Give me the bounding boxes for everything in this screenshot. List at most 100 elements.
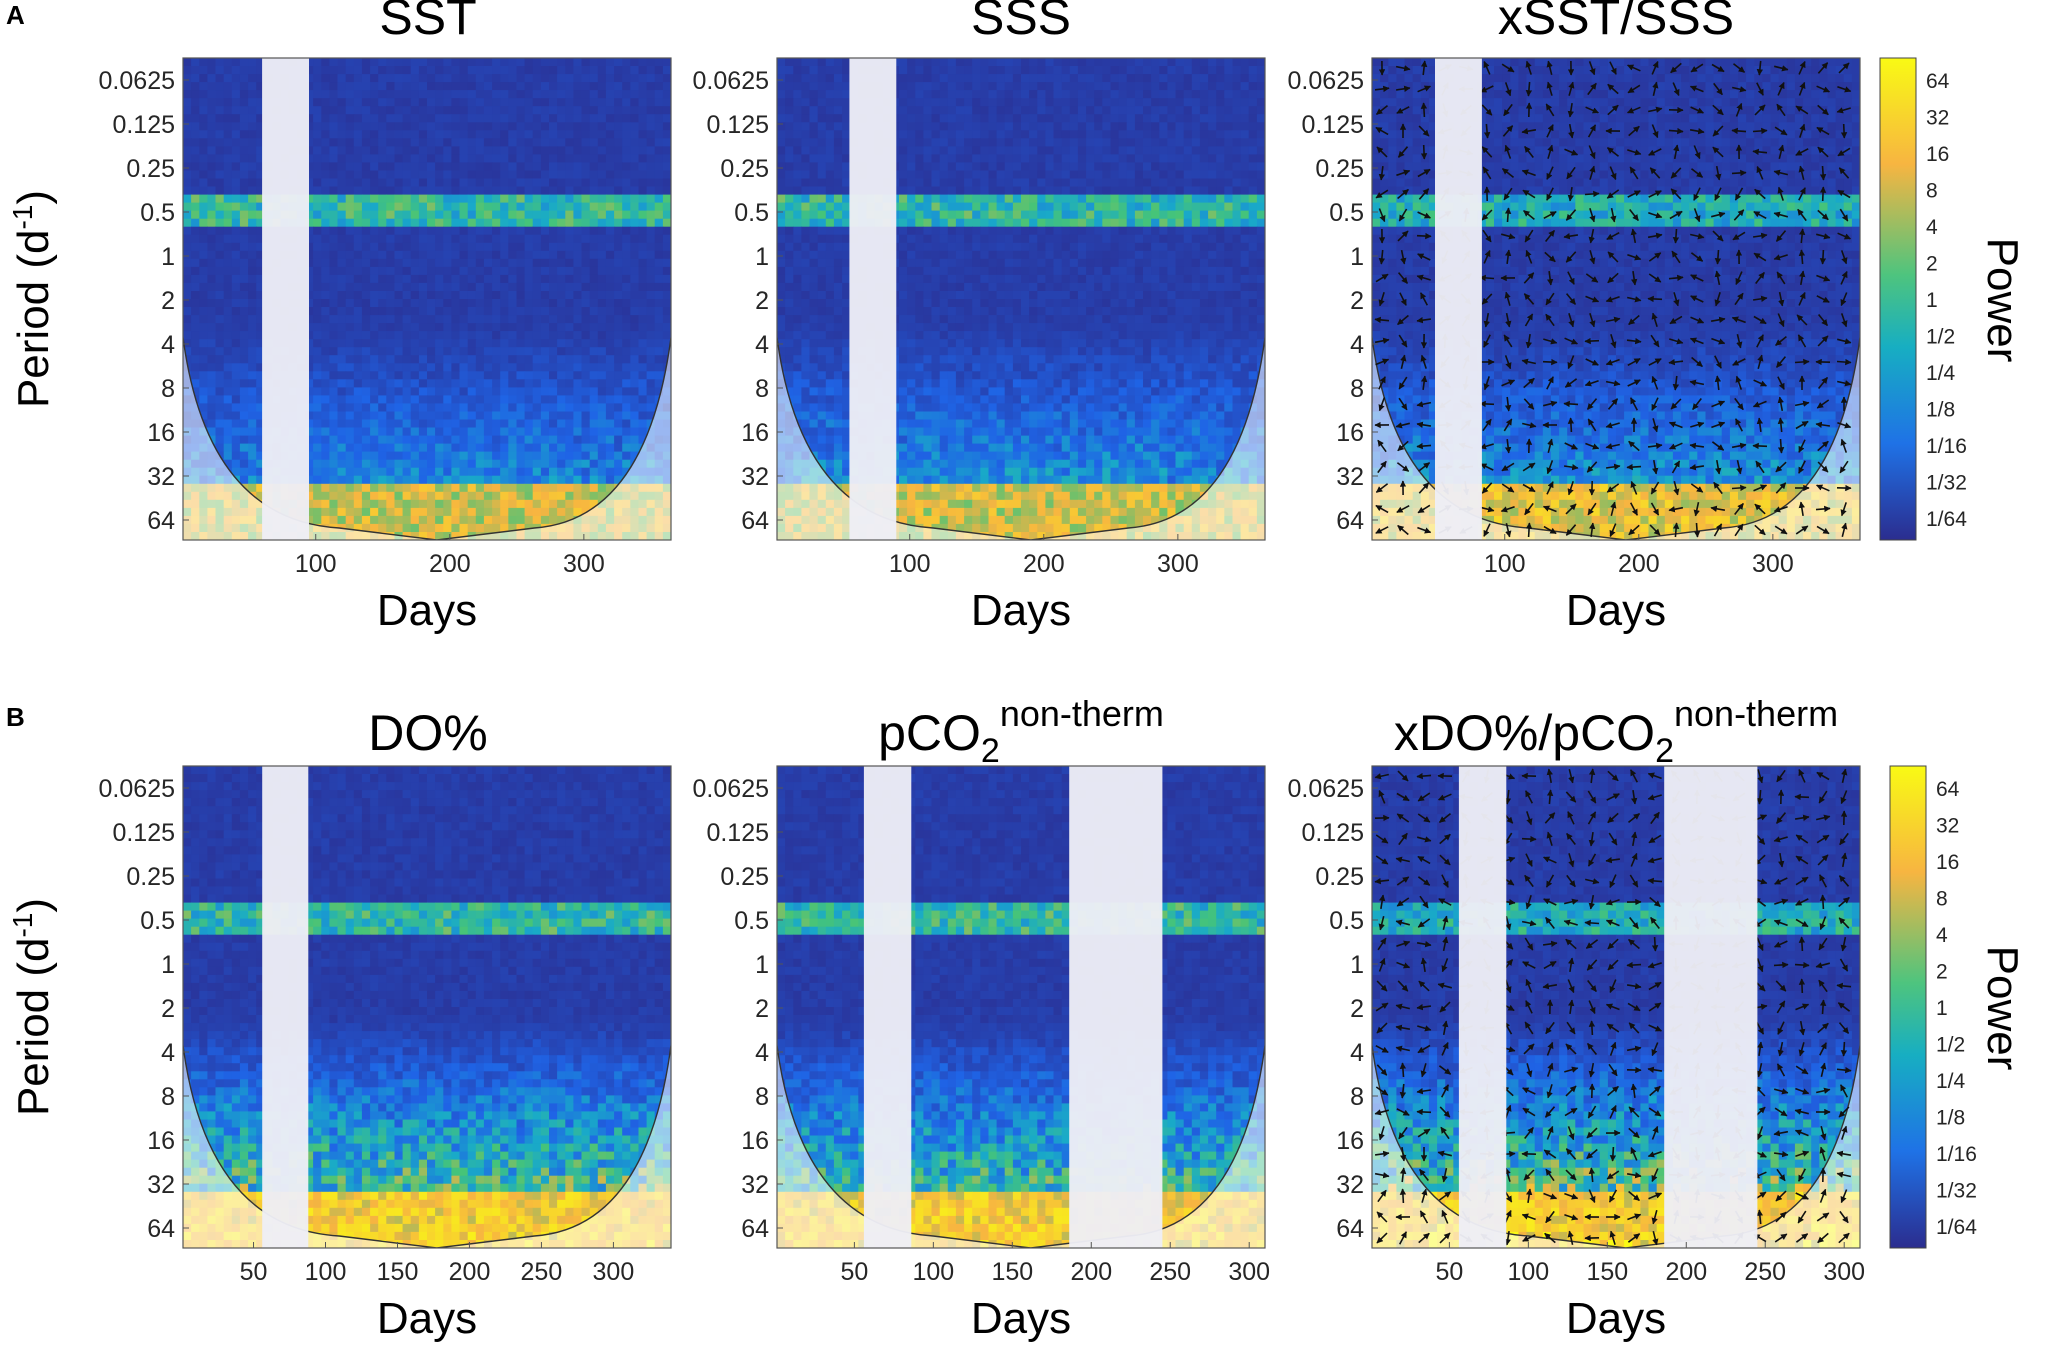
heatmap-cell [475, 218, 485, 228]
heatmap-cell [947, 90, 957, 99]
heatmap-cell [1143, 210, 1152, 220]
heatmap-cell [467, 138, 477, 147]
heatmap-cell [329, 339, 339, 348]
heatmap-cell [1216, 194, 1225, 204]
heatmap-cell [1053, 186, 1063, 196]
heatmap-cell [443, 58, 452, 67]
heatmap-cell [394, 403, 404, 412]
heatmap-cell [459, 66, 469, 75]
plot-frame [182, 57, 672, 541]
heatmap-cell [353, 226, 363, 236]
heatmap-cell [597, 122, 607, 131]
heatmap-cell [386, 194, 395, 204]
heatmap-cell [483, 162, 493, 171]
heatmap-cell [1094, 162, 1103, 171]
heatmap-cell [597, 379, 607, 388]
heatmap-cell [923, 170, 933, 180]
heatmap-cell [1004, 98, 1014, 107]
heatmap-cell [573, 106, 583, 115]
heatmap-cell [1224, 170, 1233, 180]
heatmap-cell [321, 58, 330, 67]
heatmap-cell [1191, 82, 1201, 91]
heatmap-cell [256, 387, 265, 396]
heatmap-cell [565, 347, 574, 356]
heatmap-cell [500, 82, 509, 91]
heatmap-cell [353, 122, 363, 131]
heatmap-cell [549, 130, 558, 139]
heatmap-cell [996, 82, 1006, 91]
heatmap-cell [475, 106, 485, 115]
heatmap-cell [459, 162, 469, 171]
heatmap-cell [207, 66, 217, 75]
heatmap-cell [305, 355, 314, 364]
heatmap-cell [573, 194, 583, 204]
heatmap-cell [1029, 178, 1038, 188]
heatmap-cell [410, 435, 420, 445]
heatmap-cell [516, 323, 526, 332]
heatmap-cell [532, 299, 542, 308]
heatmap-cell [483, 90, 493, 99]
heatmap-cell [191, 130, 200, 139]
heatmap-cell [654, 74, 664, 83]
heatmap-cell [605, 467, 615, 477]
heatmap-cell [630, 379, 639, 388]
heatmap-cell [1037, 146, 1046, 155]
heatmap-cell [540, 403, 550, 412]
heatmap-cell [622, 66, 631, 75]
heatmap-cell [410, 114, 420, 123]
heatmap-cell [492, 387, 501, 396]
heatmap-cell [378, 291, 387, 300]
heatmap-cell [1232, 58, 1242, 67]
heatmap-cell [500, 315, 509, 324]
heatmap-cell [459, 202, 469, 212]
heatmap-cell [1199, 74, 1209, 83]
heatmap-cell [402, 419, 412, 429]
heatmap-cell [1216, 186, 1225, 196]
heatmap-cell [630, 58, 639, 67]
heatmap-cell [622, 363, 631, 372]
heatmap-cell [964, 146, 973, 155]
heatmap-cell [1094, 194, 1103, 204]
heatmap-cell [524, 226, 534, 236]
heatmap-cell [557, 451, 566, 461]
heatmap-cell [248, 347, 257, 356]
heatmap-cell [605, 379, 615, 388]
heatmap-cell [817, 66, 827, 75]
heatmap-cell [1216, 226, 1225, 236]
heatmap-cell [597, 411, 607, 421]
heatmap-cell [532, 355, 542, 364]
heatmap-cell [483, 443, 493, 453]
heatmap-cell [622, 114, 631, 123]
heatmap-cell [402, 58, 412, 67]
heatmap-cell [492, 291, 501, 300]
heatmap-cell [1167, 130, 1177, 139]
heatmap-cell [231, 427, 241, 437]
heatmap-cell [939, 122, 949, 131]
heatmap-cell [646, 218, 656, 228]
heatmap-cell [939, 234, 949, 244]
heatmap-cell [777, 186, 786, 196]
heatmap-cell [443, 427, 452, 437]
heatmap-cell [492, 475, 501, 485]
heatmap-cell [313, 130, 322, 139]
heatmap-cell [305, 66, 314, 75]
heatmap-cell [825, 82, 835, 91]
heatmap-cell [801, 114, 811, 123]
heatmap-cell [1134, 194, 1144, 204]
heatmap-cell [500, 443, 509, 453]
heatmap-cell [557, 178, 566, 188]
heatmap-cell [378, 226, 387, 236]
heatmap-cell [394, 347, 404, 356]
heatmap-cell [256, 138, 265, 147]
heatmap-cell [524, 210, 534, 220]
heatmap-cell [305, 379, 314, 388]
heatmap-cell [516, 515, 526, 525]
heatmap-cell [500, 226, 509, 236]
heatmap-cell [353, 114, 363, 123]
heatmap-cell [427, 170, 436, 180]
heatmap-cell [557, 299, 566, 308]
heatmap-cell [516, 130, 526, 139]
heatmap-cell [207, 282, 217, 292]
heatmap-cell [483, 379, 493, 388]
heatmap-cell [353, 202, 363, 212]
